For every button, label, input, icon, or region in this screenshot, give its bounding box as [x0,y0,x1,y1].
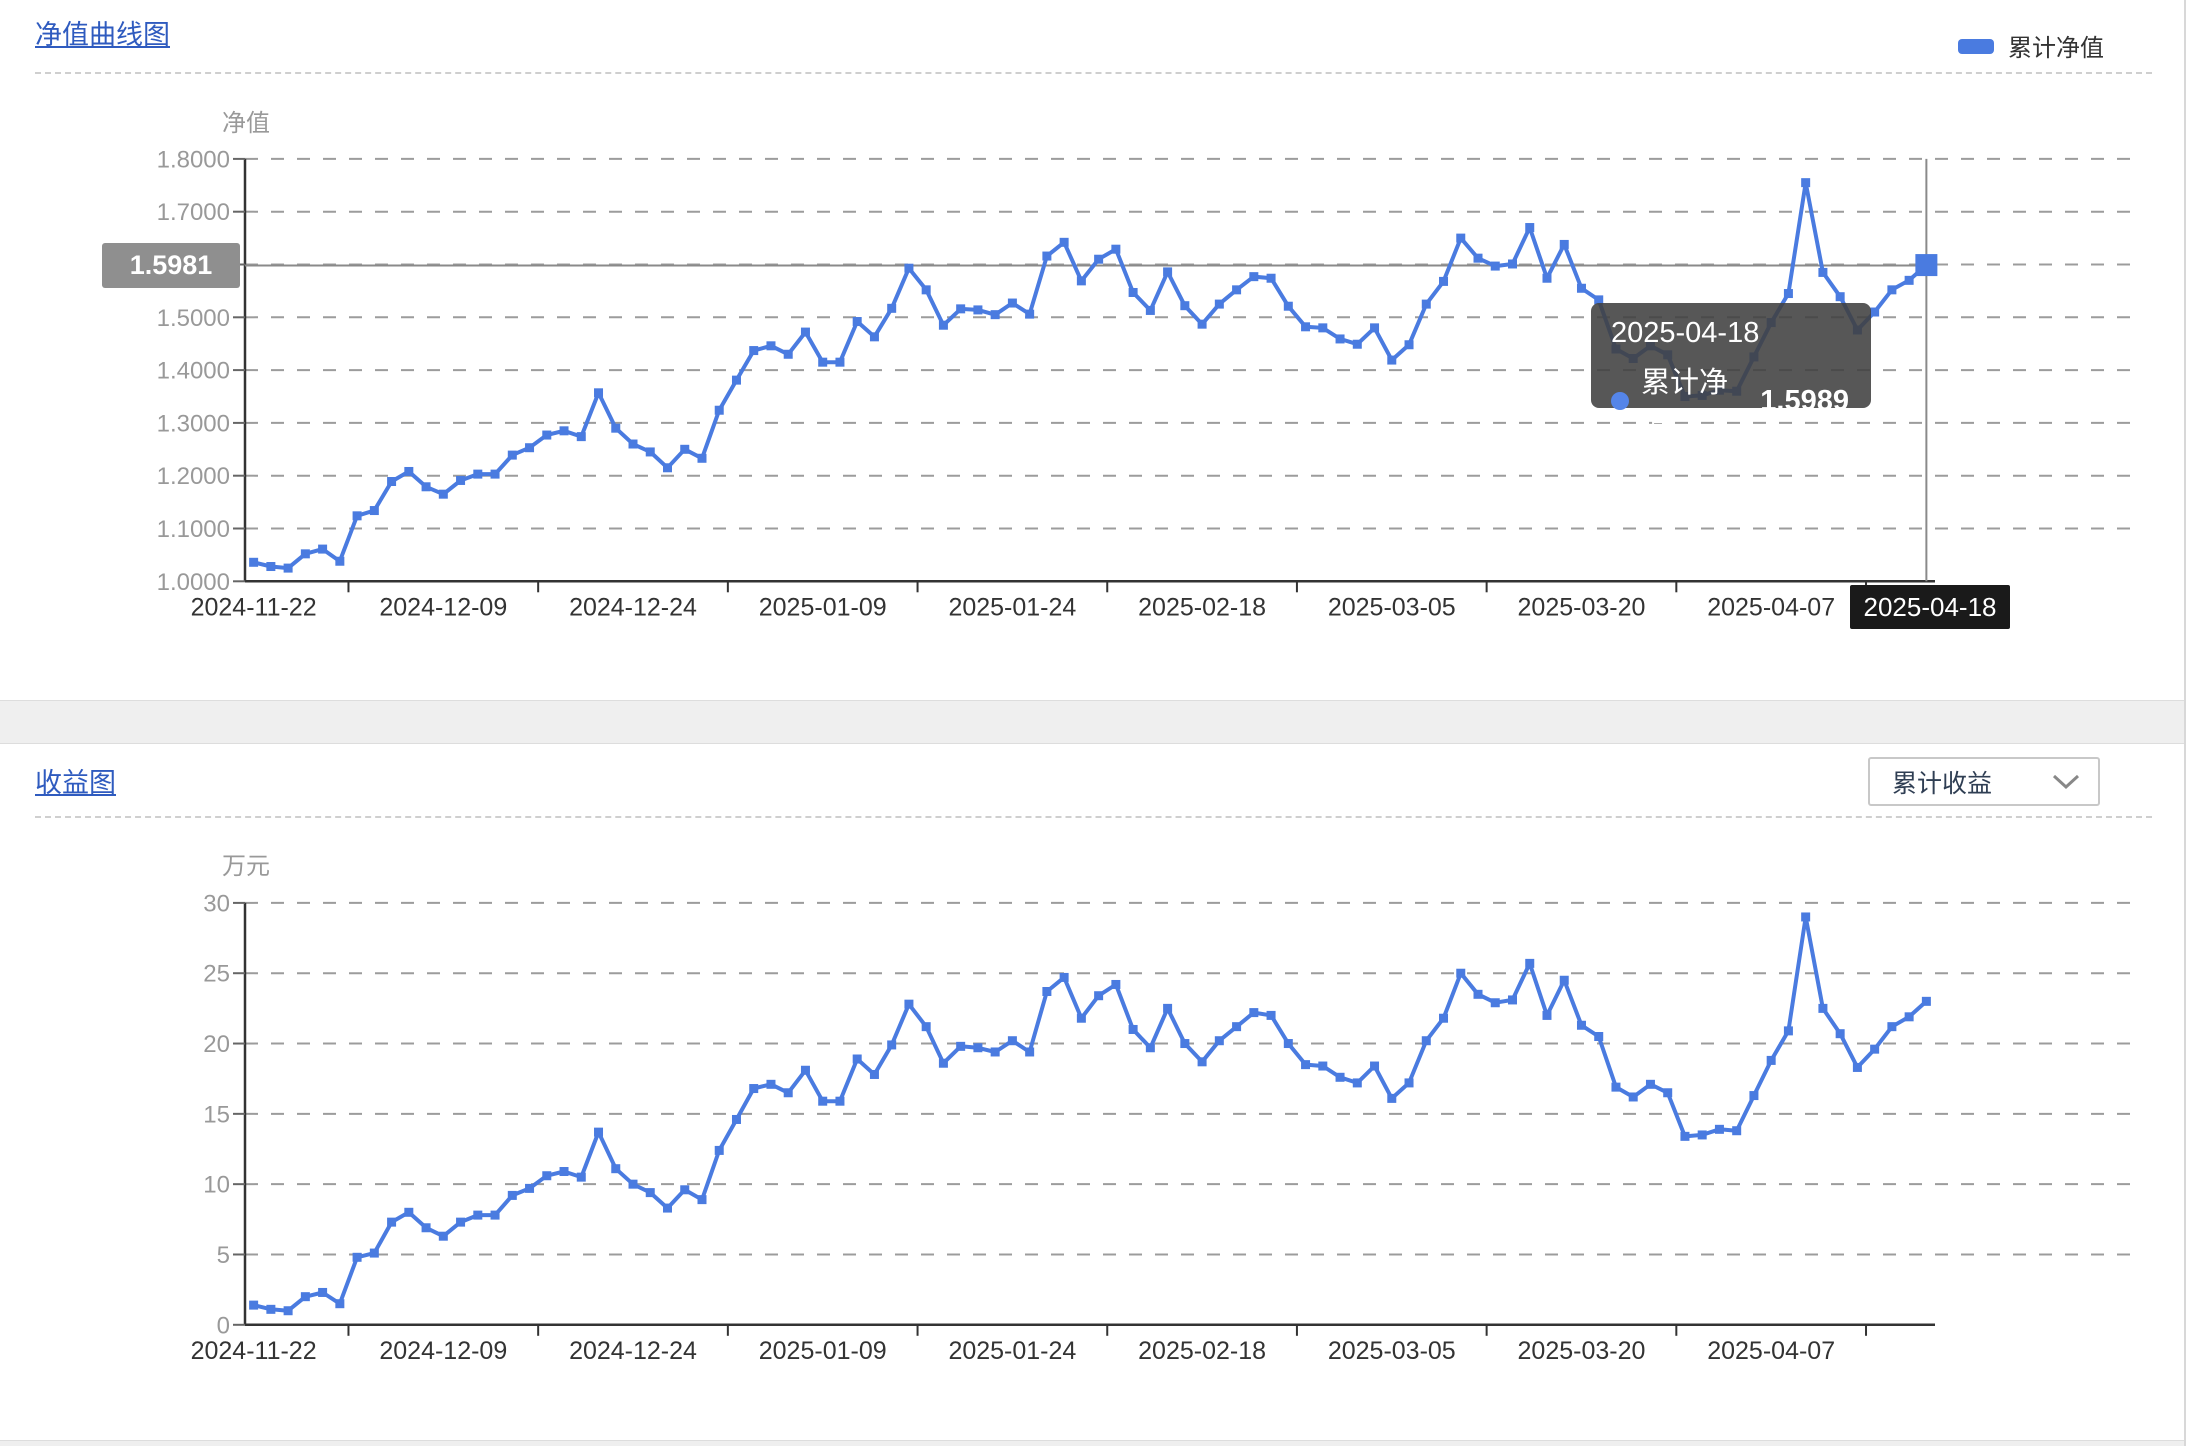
svg-text:1.5000: 1.5000 [157,305,230,332]
data-point-markers [249,912,1931,1316]
section-divider [35,816,2152,818]
section-divider [35,72,2152,74]
svg-text:1.4000: 1.4000 [157,358,230,385]
svg-text:2024-12-09: 2024-12-09 [379,593,507,621]
axis-pointer-date-label: 2025-04-18 [1850,585,2010,629]
dropdown-selected-value: 累计收益 [1892,769,1993,798]
svg-text:2025-03-05: 2025-03-05 [1328,1337,1456,1365]
svg-text:1.7000: 1.7000 [157,199,230,226]
svg-text:2025-01-09: 2025-01-09 [759,593,887,621]
svg-text:2025-01-09: 2025-01-09 [759,1337,887,1365]
svg-text:2025-04-07: 2025-04-07 [1707,593,1835,621]
x-axis-labels: 2024-11-22 2024-12-09 2024-12-24 2025-01-09… [191,581,1868,621]
legend-label: 累计净值 [2008,35,2104,62]
section-separator-band [0,700,2184,744]
legend-swatch-icon [1958,39,1994,54]
axis-pointer-value-label: 1.5981 [102,243,240,288]
svg-text:2024-12-24: 2024-12-24 [569,593,697,621]
income-type-dropdown[interactable]: 累计收益 [1868,757,2100,806]
svg-text:20: 20 [203,1031,230,1058]
svg-text:1.1000: 1.1000 [157,516,230,543]
svg-text:30: 30 [203,890,230,917]
svg-text:2025-01-24: 2025-01-24 [948,1337,1076,1365]
x-axis-labels: 2024-11-22 2024-12-09 2024-12-24 2025-01-09… [191,1324,1868,1365]
svg-text:0: 0 [217,1312,230,1339]
gridlines [245,901,2142,1256]
svg-text:1.2000: 1.2000 [157,463,230,490]
svg-text:2025-02-18: 2025-02-18 [1138,1337,1266,1365]
tooltip-series-label: 累计净值： [1641,367,1729,441]
chart-tooltip: 2025-04-18 累计净值： 1.5989 [1591,303,1871,441]
tooltip-value: 1.5989 [1760,384,1849,417]
svg-text:2025-03-20: 2025-03-20 [1518,1337,1646,1365]
page-bottom-band [0,1440,2184,1446]
svg-text:1.8000: 1.8000 [157,146,230,173]
income-y-axis-title: 万元 [222,853,270,880]
svg-text:2025-03-20: 2025-03-20 [1518,593,1646,621]
svg-text:1.0000: 1.0000 [157,569,230,596]
highlighted-endpoint-marker [1915,254,1938,277]
svg-text:15: 15 [203,1101,230,1128]
series-dot-icon [1611,392,1629,410]
data-point-markers [249,178,1931,573]
svg-text:2025-02-18: 2025-02-18 [1138,593,1266,621]
svg-text:5: 5 [217,1242,230,1269]
svg-text:2024-11-22: 2024-11-22 [191,1337,317,1365]
netvalue-chart-title-link[interactable]: 净值曲线图 [35,20,170,50]
y-axis-labels: 1.8000 1.7000 1.5000 1.4000 1.3000 1.2000 1.10… [157,146,245,596]
svg-text:10: 10 [203,1172,230,1199]
svg-text:2024-12-24: 2024-12-24 [569,1337,697,1365]
svg-text:1.3000: 1.3000 [157,410,230,437]
svg-text:2025-03-05: 2025-03-05 [1328,593,1456,621]
svg-text:25: 25 [203,961,230,988]
axis-pointer-crosshair [245,158,1928,582]
netvalue-y-axis-title: 净值 [222,110,270,137]
svg-text:2025-01-24: 2025-01-24 [948,593,1076,621]
svg-text:2024-11-22: 2024-11-22 [191,593,317,621]
svg-text:2024-12-09: 2024-12-09 [379,1337,507,1365]
chevron-down-icon [2052,774,2080,789]
y-axis-labels: 30 25 20 15 10 5 0 [203,890,245,1339]
tooltip-date: 2025-04-18 [1611,317,1760,349]
income-chart-title-link[interactable]: 收益图 [35,768,116,798]
legend-item-cumulative-netvalue[interactable]: 累计净值 [1958,28,2104,63]
svg-text:2025-04-07: 2025-04-07 [1707,1337,1835,1365]
